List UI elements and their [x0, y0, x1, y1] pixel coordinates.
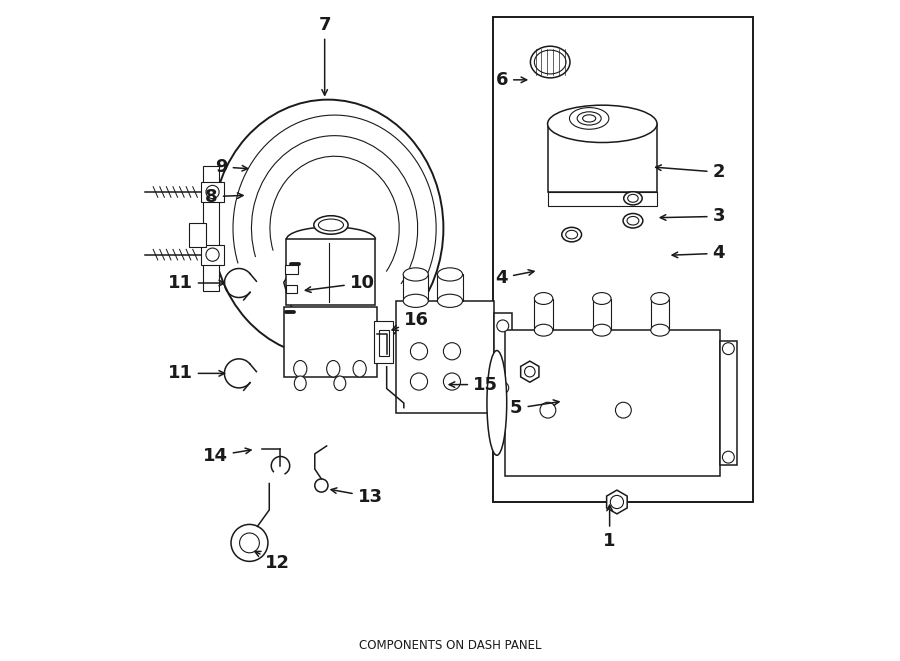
Bar — [201, 245, 224, 264]
Ellipse shape — [437, 294, 463, 307]
Text: 8: 8 — [205, 188, 243, 206]
Text: 10: 10 — [305, 274, 374, 292]
Circle shape — [616, 403, 631, 418]
Bar — [201, 182, 224, 202]
Text: 5: 5 — [510, 399, 559, 417]
Text: 15: 15 — [449, 375, 498, 393]
Bar — [720, 340, 737, 465]
Circle shape — [723, 451, 734, 463]
Ellipse shape — [314, 215, 348, 234]
Text: 11: 11 — [167, 274, 224, 292]
Ellipse shape — [293, 360, 307, 377]
Text: 4: 4 — [496, 269, 534, 287]
Bar — [396, 301, 493, 413]
Circle shape — [410, 342, 428, 360]
Circle shape — [497, 382, 508, 394]
Text: 1: 1 — [603, 505, 616, 550]
Circle shape — [723, 342, 734, 354]
Circle shape — [540, 403, 556, 418]
Text: 13: 13 — [331, 488, 382, 506]
Ellipse shape — [535, 293, 553, 305]
Circle shape — [410, 373, 428, 390]
Bar — [493, 17, 753, 502]
Bar — [493, 313, 512, 401]
Ellipse shape — [327, 360, 340, 377]
Ellipse shape — [334, 376, 346, 391]
Ellipse shape — [592, 293, 611, 305]
Bar — [592, 299, 611, 330]
Circle shape — [239, 533, 259, 553]
Ellipse shape — [651, 325, 670, 336]
Polygon shape — [607, 490, 627, 514]
Text: 14: 14 — [202, 447, 251, 465]
Text: 9: 9 — [215, 158, 248, 176]
Bar — [284, 307, 377, 377]
Ellipse shape — [624, 192, 643, 205]
Bar — [651, 299, 670, 330]
Ellipse shape — [651, 293, 670, 305]
Bar — [374, 321, 392, 363]
Ellipse shape — [403, 294, 428, 307]
Bar — [505, 330, 720, 476]
Bar — [285, 264, 298, 274]
Bar — [547, 124, 657, 192]
Bar — [202, 166, 219, 291]
Text: 6: 6 — [496, 71, 526, 89]
Bar — [286, 286, 297, 293]
Bar — [286, 239, 375, 305]
Circle shape — [497, 320, 508, 332]
Ellipse shape — [403, 268, 428, 281]
Ellipse shape — [547, 105, 657, 143]
Ellipse shape — [294, 376, 306, 391]
Ellipse shape — [212, 100, 444, 357]
Circle shape — [315, 479, 328, 492]
Bar — [547, 192, 657, 206]
Bar — [535, 299, 553, 330]
Text: 2: 2 — [656, 163, 725, 181]
Bar — [437, 274, 463, 301]
Bar — [190, 223, 206, 247]
Text: 12: 12 — [255, 551, 291, 572]
Text: COMPONENTS ON DASH PANEL: COMPONENTS ON DASH PANEL — [359, 639, 541, 652]
Ellipse shape — [353, 360, 366, 377]
Bar — [379, 330, 390, 356]
Circle shape — [444, 342, 461, 360]
Ellipse shape — [487, 350, 507, 455]
Ellipse shape — [623, 214, 643, 228]
Ellipse shape — [592, 325, 611, 336]
Ellipse shape — [437, 268, 463, 281]
Circle shape — [444, 373, 461, 390]
Ellipse shape — [535, 325, 553, 336]
Bar — [403, 274, 428, 301]
Text: 4: 4 — [672, 245, 725, 262]
Text: 7: 7 — [319, 16, 331, 95]
Ellipse shape — [562, 227, 581, 242]
Text: 11: 11 — [167, 364, 224, 382]
Polygon shape — [521, 361, 539, 382]
Text: 3: 3 — [661, 208, 725, 225]
Circle shape — [231, 524, 268, 561]
Ellipse shape — [530, 46, 570, 78]
Text: 16: 16 — [392, 311, 428, 330]
